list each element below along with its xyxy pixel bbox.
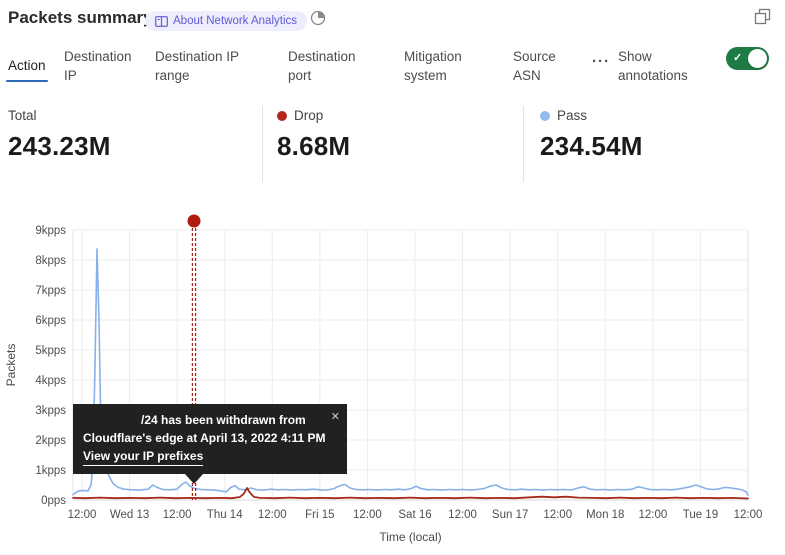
stat-pass: Pass 234.54M: [540, 108, 643, 162]
y-tick-label: 1kpps: [35, 465, 66, 477]
page-title: Packets summary: [8, 8, 153, 27]
y-tick-label: 9kpps: [35, 225, 66, 237]
show-annotations-label: Show annotations: [618, 49, 688, 83]
x-tick-label: 12:00: [68, 509, 97, 521]
x-tick-label: 12:00: [353, 509, 382, 521]
pass-value: 234.54M: [540, 131, 643, 161]
drop-line: [72, 487, 749, 500]
tab-destination-ip[interactable]: Destination IP: [64, 49, 132, 83]
drop-legend-dot: [277, 110, 287, 121]
pass-legend-dot: [540, 110, 550, 121]
chart-area[interactable]: 0pps 1kpps 2kpps 3kpps 4kpps 5kpps 6kpps 7kpps 8…: [0, 205, 785, 555]
total-label: Total: [8, 108, 37, 123]
check-icon: ✓: [733, 52, 743, 64]
pass-line: [72, 248, 749, 497]
tab-destination-ip-range[interactable]: Destination IP range: [155, 49, 239, 83]
x-tick-label: 12:00: [258, 509, 287, 521]
x-tick-label: Thu 14: [207, 509, 243, 521]
y-tick-label: 4kpps: [35, 375, 66, 387]
drop-value: 8.68M: [277, 131, 351, 161]
more-tabs-button[interactable]: ···: [592, 53, 610, 70]
annotation-tooltip: ✕ /24 has been withdrawn from Cloudflare…: [73, 404, 347, 484]
y-tick-label: 7kpps: [35, 285, 66, 297]
toggle-knob: [748, 49, 767, 68]
x-tick-label: Sat 16: [398, 509, 431, 521]
popout-icon[interactable]: [754, 8, 771, 30]
tab-mitigation-system[interactable]: Mitigation system: [404, 49, 462, 83]
x-tick-label: 12:00: [734, 509, 763, 521]
x-tick-label: Wed 13: [110, 509, 149, 521]
x-tick-label: Sun 17: [492, 509, 528, 521]
divider: [262, 106, 263, 182]
y-axis-title: Packets: [4, 344, 18, 387]
close-icon[interactable]: ✕: [330, 411, 340, 423]
tab-action[interactable]: Action: [6, 58, 48, 82]
show-annotations-toggle[interactable]: ✓: [726, 47, 769, 70]
y-tick-label: 8kpps: [35, 255, 66, 267]
divider: [523, 106, 524, 182]
about-network-analytics-badge[interactable]: About Network Analytics: [145, 11, 308, 31]
y-tick-label: 3kpps: [35, 405, 66, 417]
stat-total: Total 243.23M: [8, 108, 111, 162]
drop-label: Drop: [294, 108, 324, 123]
x-tick-label: Mon 18: [586, 509, 624, 521]
book-icon: [155, 15, 168, 27]
total-value: 243.23M: [8, 131, 111, 161]
y-tick-label: 0pps: [41, 495, 66, 507]
pass-label: Pass: [557, 108, 588, 123]
annotation-dot[interactable]: [187, 214, 201, 228]
x-tick-label: Fri 15: [305, 509, 334, 521]
view-ip-prefixes-link[interactable]: View your IP prefixes: [83, 447, 204, 466]
y-tick-label: 6kpps: [35, 315, 66, 327]
y-tick-label: 5kpps: [35, 345, 66, 357]
x-axis-title: Time (local): [379, 530, 441, 544]
stat-drop: Drop 8.68M: [277, 108, 350, 162]
tooltip-text-line2: Cloudflare's edge at April 13, 2022 4:11…: [83, 431, 326, 445]
x-tick-label: 12:00: [163, 509, 192, 521]
x-tick-label: 12:00: [543, 509, 572, 521]
packets-chart: 0pps 1kpps 2kpps 3kpps 4kpps 5kpps 6kpps 7kpps 8…: [4, 214, 763, 544]
badge-label: About Network Analytics: [173, 15, 298, 27]
x-tick-label: 12:00: [448, 509, 477, 521]
tab-destination-port[interactable]: Destination port: [288, 49, 356, 83]
x-tick-label: Tue 19: [683, 509, 718, 521]
sampling-pie-icon[interactable]: [310, 10, 326, 31]
x-tick-label: 12:00: [638, 509, 667, 521]
tooltip-text-line1: /24 has been withdrawn from: [141, 413, 306, 427]
tab-source-asn[interactable]: Source ASN: [513, 49, 556, 83]
y-tick-label: 2kpps: [35, 435, 66, 447]
